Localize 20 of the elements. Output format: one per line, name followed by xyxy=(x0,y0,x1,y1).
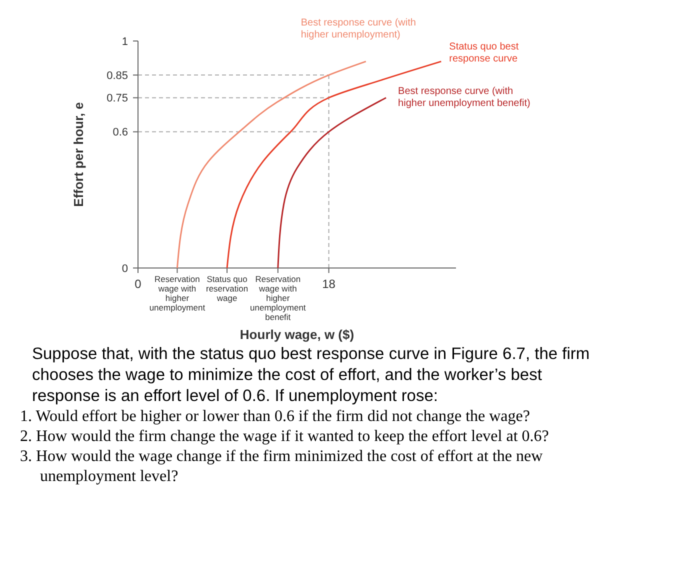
text: Best response curve (with higher unemployment) xyxy=(300,17,416,40)
series-label: Best response curve (with higher unemployment benefit) xyxy=(398,86,530,109)
y-tick-label: 1 xyxy=(122,36,128,48)
y-axis-title: Effort per hour, e xyxy=(71,102,86,207)
y-tick-label: 0.6 xyxy=(112,126,128,139)
y-tick-label: 0 xyxy=(122,262,128,275)
x-tick-label: Reservation wage with higher unemployment benefit xyxy=(250,274,306,322)
x-tick-label: 18 xyxy=(322,277,336,291)
x-tick-label: Reservation wage with higher unemployment xyxy=(149,274,206,312)
y-tick-label: 0.85 xyxy=(106,70,128,82)
text: 3. How would the wage change if the firm minimized the cost of effort at the new unemployment level? xyxy=(20,447,544,487)
text: 1. Would effort be higher or lower than 0.6 if the firm did not change the wage? xyxy=(20,407,531,427)
line-series xyxy=(277,97,387,269)
x-tick-label: 0 xyxy=(134,277,142,291)
text: Suppose that, with the status quo best response curve in Figure 6.7, the firm chooses the wage to minimize the cost of effort, and the worker’s best response is an effort level of 0.6. If unemployment rose: xyxy=(32,344,591,407)
x-tick-label: Status quo reservation wage xyxy=(206,274,248,303)
text: 2. How would the firm change the wage if it wanted to keep the effort level at 0.6? xyxy=(20,427,550,447)
x-axis-title: Hourly wage, w ($) xyxy=(240,327,354,342)
series-label: Status quo best response curve xyxy=(449,41,519,64)
y-tick-label: 0.75 xyxy=(106,92,128,105)
